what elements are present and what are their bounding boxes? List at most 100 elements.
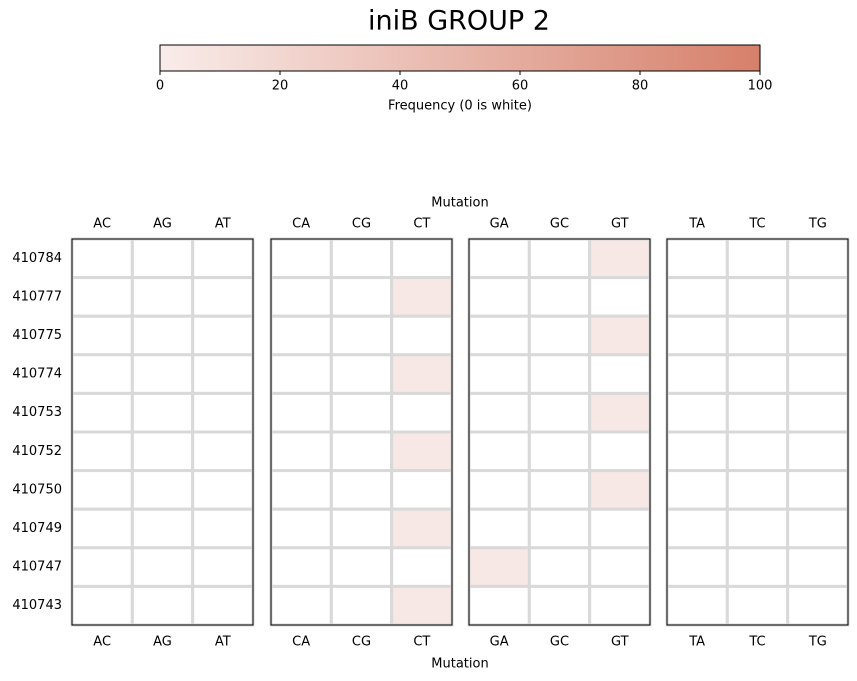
heatmap-cell xyxy=(786,430,850,473)
colorbar-tick-label: 80 xyxy=(632,79,649,94)
heatmap-cell xyxy=(527,237,592,280)
heatmap-cell xyxy=(269,507,333,550)
heatmap-cell xyxy=(665,546,729,588)
heatmap-cell xyxy=(269,276,333,318)
heatmap-cell xyxy=(527,276,592,318)
y-tick-label: 410777 xyxy=(12,289,62,304)
y-tick-label: 410747 xyxy=(12,560,62,575)
x-tick-label-top: AC xyxy=(93,217,111,232)
colorbar-tick-label: 20 xyxy=(272,79,289,94)
heatmap-cell xyxy=(467,314,531,357)
heatmap-cell xyxy=(665,276,729,318)
heatmap-cell xyxy=(191,546,255,588)
heatmap-cell xyxy=(70,353,134,395)
heatmap-cell xyxy=(467,546,531,588)
heatmap-cell xyxy=(130,430,195,473)
heatmap-cell xyxy=(786,507,850,550)
heatmap-cell xyxy=(130,391,195,434)
heatmap-cell xyxy=(527,353,592,395)
heatmap-cell xyxy=(269,237,333,280)
heatmap-cell xyxy=(786,584,850,627)
heatmap-cell xyxy=(191,391,255,434)
heatmap-cell xyxy=(130,546,195,588)
x-axis-label-top: Mutation xyxy=(431,196,488,211)
heatmap-cell xyxy=(329,276,394,318)
heatmap-cell xyxy=(191,353,255,395)
heatmap-cell xyxy=(130,469,195,511)
x-tick-label-bottom: CT xyxy=(413,635,430,650)
heatmap-cell xyxy=(467,391,531,434)
heatmap-cell xyxy=(70,237,134,280)
panel-frame xyxy=(666,238,849,626)
heatmap-cell xyxy=(191,237,255,280)
heatmap-cell xyxy=(70,391,134,434)
heatmap-cell xyxy=(786,353,850,395)
heatmap-cell xyxy=(725,237,790,280)
heatmap-cell xyxy=(665,584,729,627)
heatmap-cell xyxy=(467,584,531,627)
x-tick-label-bottom: TG xyxy=(808,635,827,650)
x-tick-label-top: CG xyxy=(352,217,371,232)
y-tick-label: 410784 xyxy=(12,251,62,266)
heatmap-cell xyxy=(130,237,195,280)
heatmap-cell xyxy=(329,353,394,395)
heatmap-cell xyxy=(588,430,652,473)
y-tick-label: 410752 xyxy=(12,444,62,459)
heatmap-cell xyxy=(269,546,333,588)
heatmap-cell xyxy=(70,469,134,511)
x-tick-label-bottom: TA xyxy=(688,635,705,650)
colorbar-tick-label: 40 xyxy=(392,79,409,94)
heatmap-cell xyxy=(130,584,195,627)
heatmap-cell xyxy=(665,314,729,357)
heatmap-cell xyxy=(390,391,454,434)
x-tick-label-bottom: CA xyxy=(292,635,310,650)
heatmap-cell xyxy=(786,546,850,588)
heatmap-cell xyxy=(725,276,790,318)
heatmap-cell xyxy=(725,469,790,511)
heatmap-cell xyxy=(130,276,195,318)
heatmap-cell xyxy=(390,430,454,473)
heatmap-cell xyxy=(390,584,454,627)
heatmap-cell xyxy=(588,469,652,511)
heatmap-cell xyxy=(786,237,850,280)
heatmap-cell xyxy=(191,430,255,473)
heatmap-cell xyxy=(329,507,394,550)
y-tick-label: 410749 xyxy=(12,521,62,536)
heatmap-cell xyxy=(329,391,394,434)
heatmap-cell xyxy=(588,546,652,588)
heatmap-cell xyxy=(130,314,195,357)
heatmap-cell xyxy=(588,353,652,395)
heatmap-cell xyxy=(70,546,134,588)
heatmap-cell xyxy=(527,314,592,357)
heatmap-cell xyxy=(70,276,134,318)
heatmap-cell xyxy=(191,276,255,318)
heatmap-cell xyxy=(467,469,531,511)
colorbar-tick-label: 60 xyxy=(512,79,529,94)
heatmap-cell xyxy=(725,353,790,395)
heatmap-cell xyxy=(588,391,652,434)
colorbar xyxy=(159,44,761,72)
heatmap-cell xyxy=(527,391,592,434)
chart-title: iniB GROUP 2 xyxy=(368,6,550,37)
heatmap-cell xyxy=(390,237,454,280)
heatmap-cell xyxy=(269,391,333,434)
colorbar-tick-label: 100 xyxy=(748,79,773,94)
heatmap-cell xyxy=(665,469,729,511)
heatmap-cell xyxy=(329,546,394,588)
heatmap-cell xyxy=(467,507,531,550)
heatmap-cell xyxy=(786,469,850,511)
x-tick-label-top: CA xyxy=(292,217,310,232)
heatmap-cell xyxy=(390,469,454,511)
heatmap-cell xyxy=(665,237,729,280)
heatmap-cell xyxy=(329,469,394,511)
heatmap-cell xyxy=(527,546,592,588)
x-tick-label-top: TA xyxy=(688,217,705,232)
y-tick-label: 410743 xyxy=(12,598,62,613)
x-tick-label-bottom: AT xyxy=(215,635,231,650)
heatmap-cell xyxy=(588,314,652,357)
heatmap-cell xyxy=(269,584,333,627)
heatmap-cell xyxy=(191,507,255,550)
x-tick-label-top: AT xyxy=(215,217,231,232)
x-tick-label-bottom: GC xyxy=(550,635,569,650)
